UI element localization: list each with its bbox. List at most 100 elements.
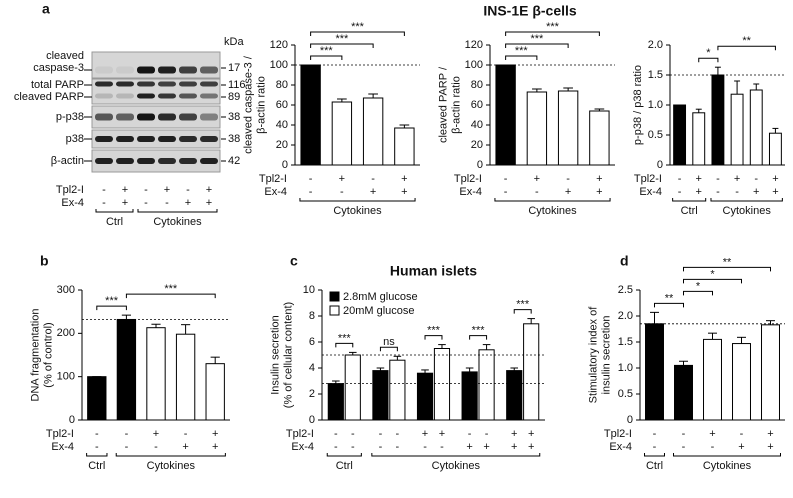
blot-band	[179, 158, 197, 164]
blot-band	[95, 158, 113, 164]
blot-band	[137, 113, 155, 121]
group-label: Ctrl	[646, 460, 663, 472]
condition-sign: +	[738, 441, 744, 453]
significance-label: ***	[516, 299, 530, 311]
blot-band	[137, 136, 155, 142]
condition-sign: -	[678, 173, 682, 185]
y-tick-label: 4	[309, 362, 315, 374]
group-bracket	[672, 198, 707, 202]
protein-label: cleaved	[46, 50, 84, 62]
kda-value: 38	[228, 133, 240, 145]
condition-sign: +	[596, 173, 602, 185]
condition-name: Tpl2-I	[454, 173, 482, 185]
significance-label: **	[723, 256, 732, 268]
significance-bracket	[310, 55, 343, 60]
y-tick-label: 80	[471, 79, 483, 91]
blot-band	[116, 136, 134, 142]
condition-sign: +	[565, 186, 571, 198]
bar	[730, 93, 744, 166]
condition-sign: -	[740, 428, 744, 440]
condition-sign: -	[379, 441, 383, 453]
y-axis-label-line: β-actin ratio	[255, 76, 267, 134]
condition-sign: +	[339, 173, 345, 185]
condition-sign: +	[182, 441, 188, 453]
blot-band	[116, 81, 134, 87]
legend-swatch	[329, 291, 340, 302]
condition-sign: +	[767, 441, 773, 453]
condition-name: Tpl2-I	[286, 428, 314, 440]
group-bracket	[673, 453, 781, 457]
condition-sign: +	[511, 441, 517, 453]
y-axis-label: p-p38 / p38 ratio	[632, 65, 644, 145]
y-tick-label: 100	[57, 371, 75, 383]
group-label: Ctrl	[681, 205, 698, 217]
condition-sign: -	[716, 186, 720, 198]
condition-sign: -	[154, 441, 158, 453]
bar	[674, 364, 693, 421]
condition-sign: -	[351, 428, 355, 440]
significance-bracket	[335, 342, 354, 348]
condition-sign: -	[144, 184, 148, 196]
y-axis-label: cleaved caspase-3 /β-actin ratio	[242, 55, 267, 154]
y-tick-label: 60	[276, 99, 288, 111]
y-tick-label: 20	[471, 139, 483, 151]
condition-sign: -	[711, 441, 715, 453]
protein-label: caspase-3	[33, 62, 84, 74]
y-tick-label: 0	[627, 414, 633, 426]
blot-band	[137, 81, 155, 87]
blot-band	[137, 93, 155, 99]
bar	[331, 101, 353, 166]
group-label: Ctrl	[336, 460, 353, 472]
condition-sign: +	[401, 186, 407, 198]
group-label: Cytokines	[723, 205, 772, 217]
bar	[327, 383, 344, 421]
blot-band	[200, 81, 218, 87]
condition-name: Tpl2-I	[46, 428, 74, 440]
blot-band	[158, 66, 176, 74]
condition-sign: -	[334, 441, 338, 453]
significance-bracket	[310, 43, 374, 48]
significance-label: ***	[335, 33, 349, 45]
condition-sign: -	[682, 428, 686, 440]
bar	[589, 110, 610, 166]
condition-sign: -	[485, 428, 489, 440]
condition-sign: +	[511, 428, 517, 440]
condition-sign: +	[122, 197, 128, 209]
significance-label: **	[742, 35, 751, 47]
significance-bracket	[683, 290, 713, 296]
condition-name: Ex-4	[264, 186, 287, 198]
y-axis-label: DNA fragmentation(% of control)	[29, 309, 54, 402]
blot-band	[179, 93, 197, 99]
condition-sign: -	[535, 186, 539, 198]
bar	[372, 370, 389, 421]
group-label: Cytokines	[153, 216, 202, 228]
condition-sign: -	[440, 441, 444, 453]
y-tick-label: 20	[276, 139, 288, 151]
group-bracket	[644, 453, 665, 457]
significance-bracket	[310, 31, 405, 36]
significance-bracket	[96, 305, 127, 311]
kda-label: kDa	[224, 36, 244, 48]
y-tick-label: 0	[309, 414, 315, 426]
condition-name: Ex-4	[51, 441, 74, 453]
blot-band	[179, 113, 197, 121]
bar	[461, 371, 478, 421]
y-tick-label: 120	[465, 39, 483, 51]
condition-sign: +	[122, 184, 128, 196]
condition-sign: -	[504, 186, 508, 198]
bar	[749, 89, 763, 166]
significance-bracket	[505, 31, 600, 36]
blot-band	[158, 136, 176, 142]
condition-sign: -	[334, 428, 338, 440]
condition-sign: -	[396, 441, 400, 453]
protein-label: β-actin	[51, 155, 84, 167]
condition-sign: -	[754, 173, 758, 185]
condition-name: Ex-4	[61, 197, 84, 209]
y-axis-label: Stimulatory index ofinsulin secretion	[587, 306, 612, 404]
bar	[495, 64, 516, 166]
significance-bracket	[683, 266, 771, 272]
blot-band	[158, 81, 176, 87]
group-label: Cytokines	[147, 460, 196, 472]
condition-sign: -	[682, 441, 686, 453]
y-tick-label: 120	[270, 39, 288, 51]
